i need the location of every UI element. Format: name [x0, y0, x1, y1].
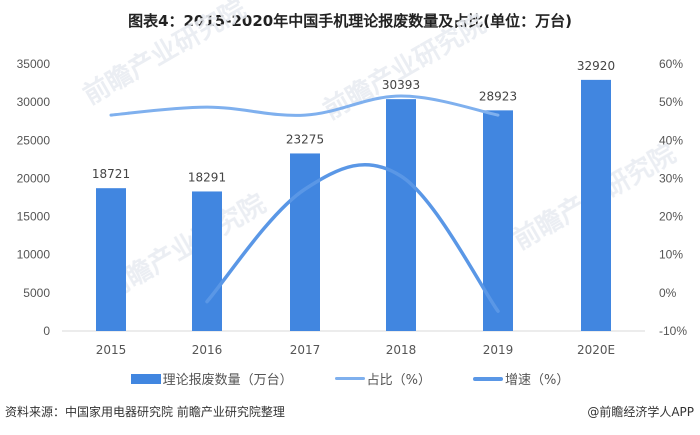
- left-tick-label: 25000: [17, 133, 51, 147]
- chart-title: 图表4：2015-2020年中国手机理论报废数量及占比(单位：万台): [128, 12, 572, 30]
- bar-value-label: 32920: [577, 59, 615, 73]
- left-tick-label: 5000: [23, 286, 50, 300]
- x-tick-label: 2019: [483, 343, 514, 357]
- share-line: [109, 94, 500, 117]
- legend-item-share: 占比（%）: [334, 369, 431, 388]
- right-tick-label: 30%: [659, 171, 683, 185]
- x-tick-label: 2017: [290, 343, 321, 357]
- bar: [192, 191, 222, 331]
- right-tick-label: 60%: [659, 57, 683, 71]
- left-tick-label: 35000: [17, 57, 51, 71]
- growth-line: [205, 162, 500, 313]
- left-tick-label: 30000: [17, 95, 51, 109]
- right-axis: -10% 0% 10% 20% 30% 40% 50% 60%: [659, 57, 687, 338]
- left-tick-label: 0: [43, 324, 50, 338]
- line-swatch-icon: [334, 377, 365, 380]
- right-tick-label: 0%: [659, 286, 677, 300]
- x-axis: 2015 2016 2017 2018 2019 2020E: [96, 343, 615, 357]
- bar-value-label: 18721: [92, 167, 130, 181]
- legend: 理论报废数量（万台） 占比（%） 增速（%）: [0, 369, 700, 388]
- legend-item-bar: 理论报废数量（万台）: [130, 369, 293, 388]
- left-axis: 0 5000 10000 15000 20000 25000 30000 35000: [17, 57, 51, 338]
- credit-note: @前瞻经济学人APP: [587, 405, 694, 419]
- line-swatch-icon: [473, 376, 503, 381]
- svg-text:前瞻产业研究院: 前瞻产业研究院: [78, 0, 251, 111]
- bar-value-label: 28923: [479, 89, 517, 103]
- bar-value-label: 18291: [188, 170, 226, 184]
- bar-series: [96, 79, 611, 331]
- bar-data-labels: 18721 18291 23275 30393 28923 32920: [92, 59, 615, 185]
- bar-value-label: 23275: [286, 132, 324, 146]
- bar: [386, 99, 416, 331]
- bar: [581, 79, 611, 331]
- legend-item-growth: 增速（%）: [473, 369, 569, 388]
- left-tick-label: 15000: [17, 210, 51, 224]
- legend-label-bar: 理论报废数量（万台）: [162, 373, 293, 388]
- right-tick-label: 50%: [659, 95, 683, 109]
- source-note: 资料来源：中国家用电器研究院 前瞻产业研究院整理: [5, 405, 285, 419]
- x-tick-label: 2016: [192, 343, 223, 357]
- x-tick-label: 2015: [96, 343, 127, 357]
- right-tick-label: 20%: [659, 210, 683, 224]
- bar-swatch-icon: [130, 373, 161, 384]
- right-tick-label: -10%: [659, 324, 687, 338]
- x-tick-label: 2018: [386, 343, 417, 357]
- bar: [290, 153, 320, 331]
- x-tick-label: 2020E: [577, 343, 615, 357]
- right-tick-label: 40%: [659, 133, 683, 147]
- left-tick-label: 20000: [17, 171, 51, 185]
- legend-label-share: 占比（%）: [366, 373, 431, 388]
- bar: [96, 188, 126, 331]
- left-tick-label: 10000: [17, 248, 51, 262]
- right-tick-label: 10%: [659, 248, 683, 262]
- legend-label-growth: 增速（%）: [505, 373, 570, 388]
- bar-value-label: 30393: [382, 78, 420, 92]
